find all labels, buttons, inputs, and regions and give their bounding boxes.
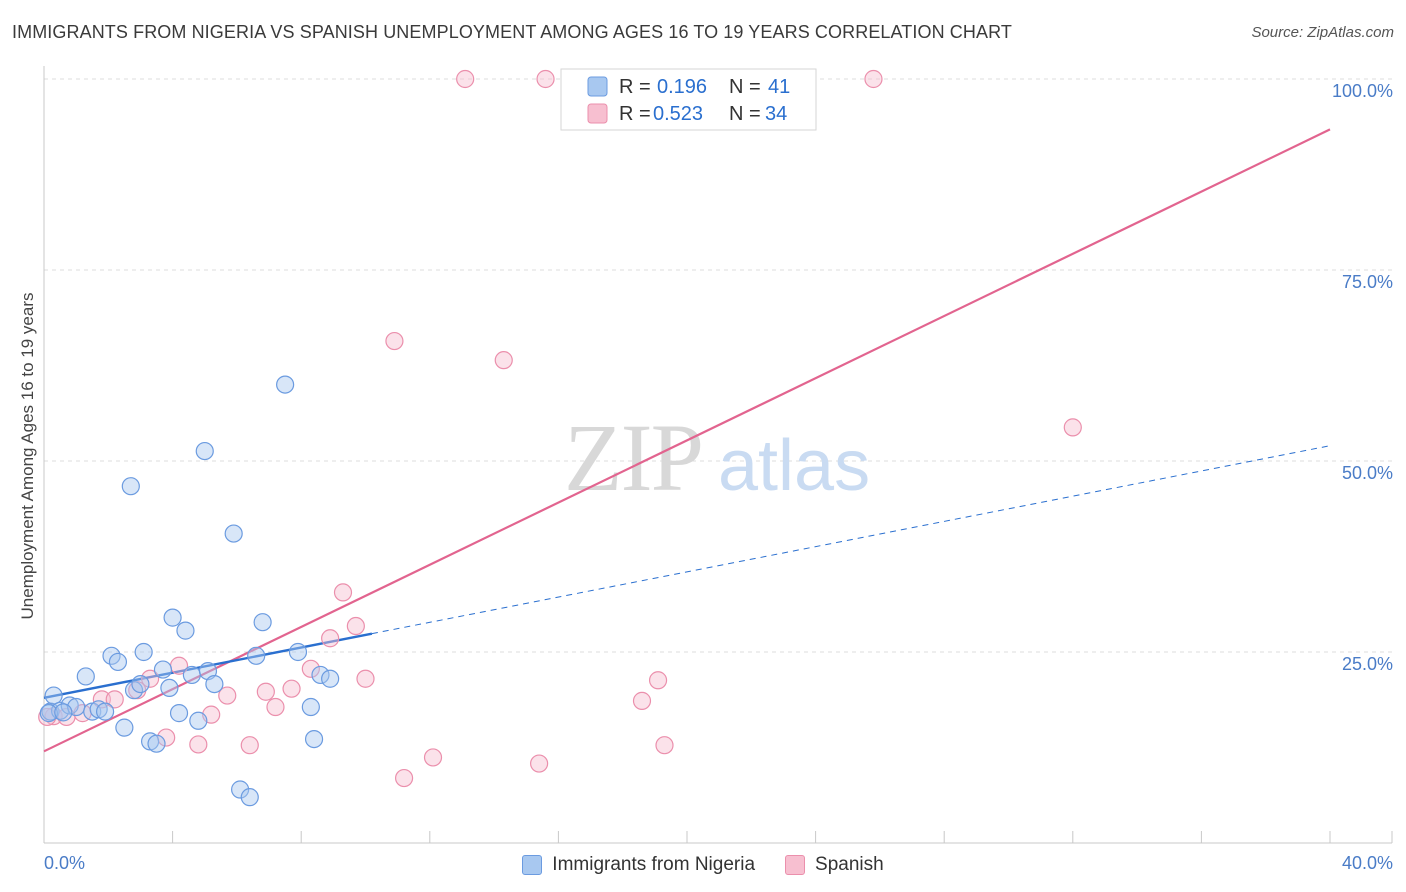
spanish-point-18: [333, 583, 353, 602]
spanish-point-20: [356, 669, 375, 688]
nigeria-point-28: [224, 524, 243, 543]
nigeria-point-10: [108, 652, 128, 672]
legend-swatch-blue: [522, 855, 543, 875]
spanish-point-21: [385, 331, 404, 351]
stats-r-label-1: R =: [619, 76, 651, 98]
stats-n-label-1: N =: [729, 76, 761, 98]
spanish-point-30: [655, 736, 674, 755]
data-points: [38, 69, 1082, 807]
nigeria-point-38: [321, 669, 340, 688]
stats-swatch-blue: [587, 76, 608, 97]
y-tick-label-1: 50.0%: [1342, 463, 1393, 483]
spanish-point-24: [456, 69, 475, 89]
nigeria-trend-extension: [371, 445, 1331, 635]
nigeria-point-25: [195, 441, 214, 461]
spanish-point-9: [189, 735, 208, 754]
spanish-point-6: [140, 669, 160, 688]
spanish-point-32: [1063, 418, 1082, 437]
nigeria-point-18: [153, 660, 173, 679]
nigeria-point-12: [121, 477, 140, 496]
nigeria-point-27: [205, 674, 224, 694]
nigeria-point-32: [253, 613, 272, 632]
legend-label-nigeria: Immigrants from Nigeria: [552, 854, 756, 875]
spanish-point-14: [266, 697, 285, 717]
stats-legend: R = 0.196 N = 41 R = 0.523 N = 34: [560, 68, 817, 131]
spanish-point-12: [240, 736, 259, 755]
chart-title: IMMIGRANTS FROM NIGERIA VS SPANISH UNEMP…: [12, 22, 1012, 42]
legend-item-nigeria: Immigrants from Nigeria: [522, 854, 755, 876]
nigeria-point-31: [247, 646, 266, 665]
stats-swatch-pink: [587, 103, 608, 124]
spanish-point-25: [494, 351, 513, 370]
spanish-point-23: [423, 748, 443, 767]
watermark-zip: ZIP: [564, 404, 702, 511]
y-tick-label-0: 25.0%: [1342, 654, 1393, 674]
x-tick-label-1: 40.0%: [1342, 853, 1393, 873]
spanish-point-19: [346, 616, 365, 636]
nigeria-point-1: [44, 686, 63, 705]
nigeria-point-21: [169, 704, 189, 723]
nigeria-point-29: [231, 780, 250, 799]
spanish-point-17: [321, 629, 340, 648]
y-tick-label-3: 100.0%: [1332, 81, 1393, 101]
nigeria-point-40: [54, 703, 73, 722]
axes: [43, 66, 1393, 844]
spanish-trend-line: [43, 128, 1331, 753]
nigeria-point-30: [240, 788, 259, 807]
nigeria-point-22: [176, 621, 195, 640]
spanish-point-22: [394, 768, 414, 788]
nigeria-point-11: [115, 718, 134, 737]
nigeria-point-19: [160, 678, 179, 698]
spanish-point-26: [530, 754, 549, 773]
spanish-point-15: [282, 679, 301, 698]
y-tick-label-2: 75.0%: [1342, 272, 1393, 292]
stats-r-label-2: R =: [619, 103, 651, 125]
trend-lines: [43, 128, 1331, 753]
stats-n-value-2: 34: [765, 103, 787, 125]
nigeria-point-5: [76, 667, 95, 686]
nigeria-point-33: [276, 375, 295, 394]
source-credit: Source: ZipAtlas.com: [1251, 24, 1394, 41]
series-legend: Immigrants from Nigeria Spanish: [0, 852, 1406, 878]
spanish-point-29: [648, 671, 668, 690]
spanish-point-27: [536, 69, 555, 89]
nigeria-trend-line: [43, 632, 373, 700]
legend-swatch-pink: [785, 855, 806, 875]
nigeria-point-36: [304, 729, 324, 749]
stats-n-label-2: N =: [729, 103, 761, 125]
nigeria-point-37: [311, 665, 330, 685]
nigeria-point-3: [60, 696, 79, 715]
nigeria-point-35: [301, 697, 320, 717]
watermark-atlas: atlas: [718, 426, 870, 506]
legend-label-spanish: Spanish: [815, 854, 884, 875]
nigeria-point-24: [189, 711, 208, 730]
stats-r-value-2: 0.523: [653, 103, 703, 125]
legend-item-spanish: Spanish: [785, 854, 884, 876]
spanish-point-16: [301, 659, 320, 678]
tick-labels: 25.0% 50.0% 75.0% 100.0% 0.0% 40.0%: [44, 81, 1393, 873]
spanish-point-28: [632, 691, 652, 710]
nigeria-point-39: [39, 704, 58, 723]
spanish-point-31: [864, 69, 883, 89]
nigeria-point-14: [131, 674, 150, 694]
stats-n-value-1: 41: [768, 76, 790, 98]
nigeria-point-20: [163, 608, 182, 627]
nigeria-point-23: [182, 665, 201, 685]
spanish-point-13: [256, 682, 275, 701]
nigeria-point-8: [95, 702, 115, 721]
stats-r-value-1: 0.196: [657, 76, 707, 98]
nigeria-point-15: [134, 642, 153, 662]
spanish-point-11: [218, 686, 237, 705]
nigeria-point-17: [147, 734, 166, 753]
spanish-point-4: [105, 690, 124, 709]
nigeria-point-34: [288, 642, 308, 662]
x-tick-label-0: 0.0%: [44, 853, 85, 873]
